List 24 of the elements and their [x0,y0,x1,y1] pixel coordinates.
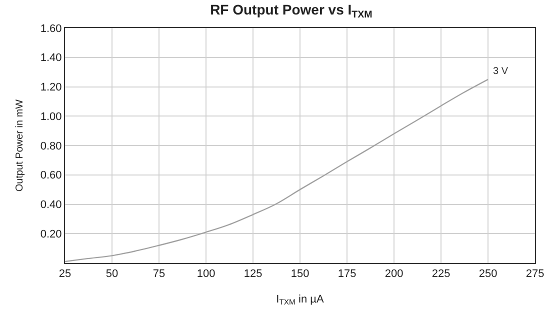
series-label: 3 V [493,66,508,77]
y-tick-label: 0.80 [40,140,62,152]
y-tick-label: 1.00 [40,110,62,123]
y-tick-label: 0.20 [40,228,62,240]
x-tick-label: 100 [196,268,216,280]
y-tick-label: 1.20 [40,82,62,94]
x-tick-label: 275 [526,268,544,280]
x-tick-label: 225 [432,268,450,280]
chart-title: RF Output Power vs I$_{TXM}$ [210,2,372,20]
y-tick-label: 1.60 [40,22,62,35]
x-tick-label: 250 [478,268,498,280]
y-tick-label: 1.40 [40,52,62,64]
x-tick-label: 50 [106,268,118,280]
y-tick-label: 0.40 [40,199,62,212]
x-tick-label: 175 [338,268,356,280]
x-tick-label: 75 [152,268,166,280]
x-tick-label: 125 [244,268,262,280]
x-axis-title: I$_{TXM}$ in µA [276,293,324,307]
x-tick-label: 200 [384,268,404,280]
y-tick-label: 0.60 [40,170,62,182]
line-series [65,78,489,262]
y-axis-title: Output Power in mW [14,98,26,192]
x-tick-label: 25 [58,268,72,280]
x-tick-label: 150 [290,268,310,280]
